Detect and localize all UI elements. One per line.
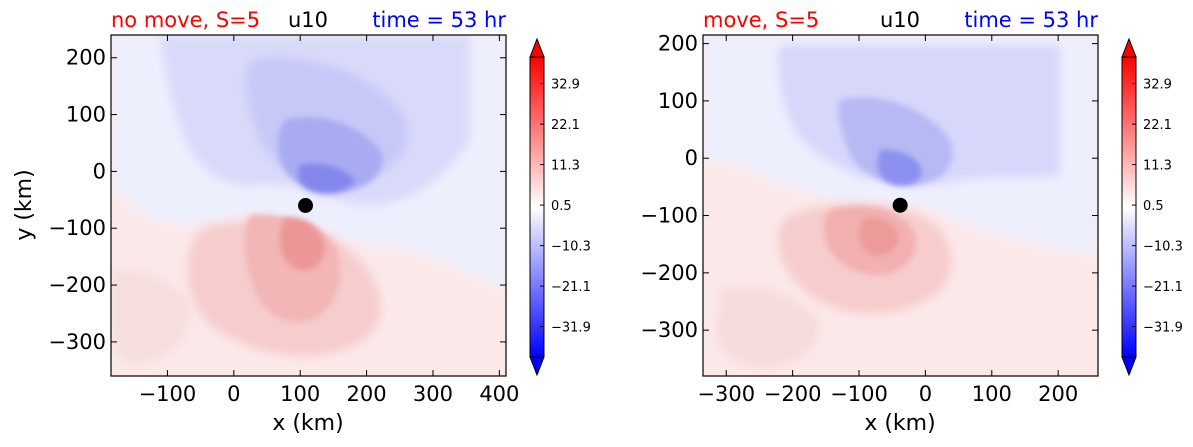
x-tick-label: −300 bbox=[697, 382, 755, 406]
x-axis-label: x (km) bbox=[864, 411, 935, 436]
colorbar-2: 32.9 22.1 11.3 0.5 −10.3 −21.1 −31.9 bbox=[1121, 37, 1183, 377]
plot-frame bbox=[110, 34, 507, 377]
colorbar-1: 32.9 22.1 11.3 0.5 −10.3 −21.1 −31.9 bbox=[529, 37, 591, 377]
x-tick-label: −100 bbox=[830, 382, 888, 406]
panel-move: move, S=5 u10 time = 53 hr −300 −200 −100 0… bbox=[640, 8, 1183, 436]
y-axis-label: y (km) bbox=[12, 169, 37, 240]
colorbar-tick-label: −10.3 bbox=[551, 240, 591, 255]
colorbar-tick-label: −31.9 bbox=[551, 321, 591, 336]
y-tick-label: 0 bbox=[93, 159, 106, 183]
x-tick-label: 300 bbox=[413, 382, 453, 406]
axes-ticks-1: −100 0 100 200 300 400 200 100 0 −100 −200 −300 bbox=[48, 35, 519, 406]
colorbar-extend-max bbox=[529, 37, 545, 58]
colorbar-extend-max bbox=[1121, 37, 1137, 58]
x-tick-label: 100 bbox=[972, 382, 1012, 406]
colorbar-tick-label: 32.9 bbox=[551, 78, 580, 93]
y-tick-label: 200 bbox=[658, 32, 698, 56]
y-tick-label: −100 bbox=[640, 204, 698, 228]
x-tick-label: 200 bbox=[1038, 382, 1078, 406]
colorbar-tick-label: −21.1 bbox=[1143, 280, 1183, 295]
colorbar-tick-label: −31.9 bbox=[1143, 321, 1183, 336]
colorbar-tick-label: 0.5 bbox=[551, 199, 572, 214]
y-tick-label: −300 bbox=[640, 318, 698, 342]
x-tick-label: 0 bbox=[227, 382, 240, 406]
x-tick-label: 0 bbox=[919, 382, 932, 406]
colorbar-tick-label: 0.5 bbox=[1143, 199, 1164, 214]
colorbar-bar bbox=[529, 56, 545, 358]
panel-no-move: no move, S=5 u10 time = 53 hr −100 0 100 20… bbox=[12, 8, 591, 436]
colorbar-tick-label: −21.1 bbox=[551, 280, 591, 295]
plot-frame bbox=[702, 34, 1099, 377]
y-tick-label: 200 bbox=[66, 46, 106, 70]
colorbar-tick-label: 22.1 bbox=[1143, 118, 1172, 133]
panel-title-right: time = 53 hr bbox=[372, 8, 506, 32]
storm-center-marker bbox=[892, 197, 908, 213]
colorbar-tick-label: 22.1 bbox=[551, 118, 580, 133]
panel-title-center: u10 bbox=[880, 8, 920, 32]
y-tick-label: 100 bbox=[658, 89, 698, 113]
x-tick-label: −200 bbox=[764, 382, 822, 406]
x-tick-label: 200 bbox=[347, 382, 387, 406]
colorbar-tick-label: 11.3 bbox=[1143, 159, 1172, 174]
storm-center-marker bbox=[298, 198, 314, 213]
colorbar-extend-min bbox=[1121, 356, 1137, 377]
x-tick-label: −100 bbox=[139, 382, 197, 406]
colorbar-extend-min bbox=[529, 356, 545, 377]
contour-field-2 bbox=[703, 35, 1098, 376]
panel-title-right: time = 53 hr bbox=[964, 8, 1098, 32]
y-tick-label: −200 bbox=[48, 273, 106, 297]
panel-title-left: move, S=5 bbox=[703, 8, 819, 32]
y-tick-label: −100 bbox=[48, 216, 106, 240]
colorbar-tick-label: 32.9 bbox=[1143, 78, 1172, 93]
contour-field-1 bbox=[111, 35, 506, 376]
y-tick-label: 100 bbox=[66, 103, 106, 127]
panel-title-left: no move, S=5 bbox=[111, 8, 260, 32]
x-tick-label: 400 bbox=[479, 382, 519, 406]
x-tick-label: 100 bbox=[280, 382, 320, 406]
colorbar-tick-label: −10.3 bbox=[1143, 240, 1183, 255]
y-tick-label: −200 bbox=[640, 261, 698, 285]
colorbar-bar bbox=[1121, 56, 1137, 358]
panel-title-center: u10 bbox=[288, 8, 328, 32]
axes-ticks-2: −300 −200 −100 0 100 200 200 100 0 −100 −200 −300 bbox=[640, 32, 1098, 406]
colorbar-tick-label: 11.3 bbox=[551, 159, 580, 174]
x-axis-label: x (km) bbox=[272, 411, 343, 436]
y-tick-label: −300 bbox=[48, 330, 106, 354]
y-tick-label: 0 bbox=[685, 146, 698, 170]
